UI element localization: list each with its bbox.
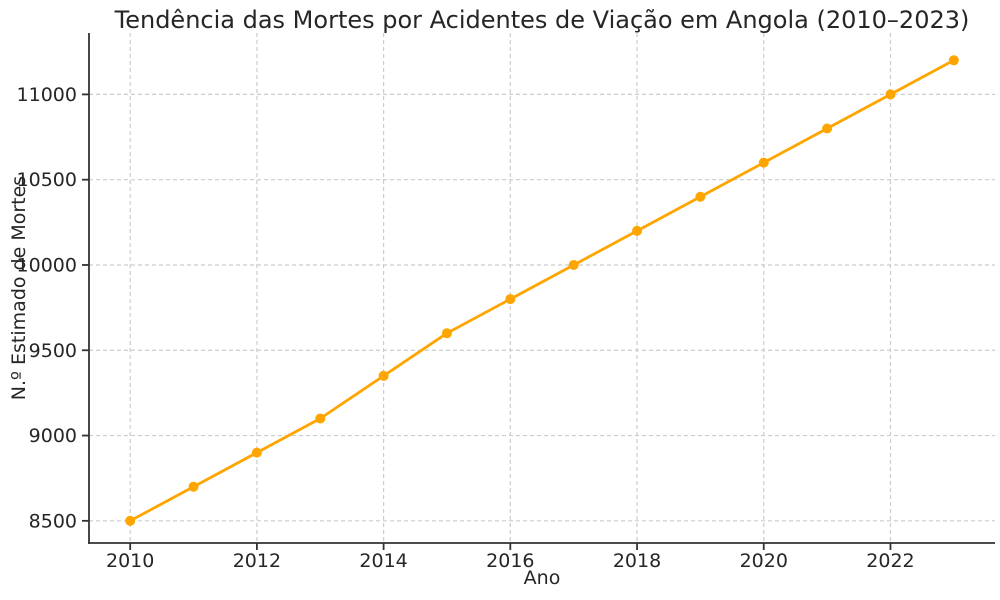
data-point bbox=[758, 157, 769, 168]
y-tick-label: 10500 bbox=[17, 169, 77, 191]
trend-line bbox=[128, 58, 956, 523]
data-point bbox=[188, 481, 199, 492]
y-tick-label: 9500 bbox=[29, 340, 77, 362]
x-tick-label: 2016 bbox=[486, 550, 534, 572]
chart-title: Tendência das Mortes por Acidentes de Vi… bbox=[114, 6, 970, 34]
x-tick-label: 2014 bbox=[359, 550, 407, 572]
data-point bbox=[568, 259, 579, 270]
data-point bbox=[505, 294, 516, 305]
y-tick-label: 9000 bbox=[29, 425, 77, 447]
x-tick-label: 2012 bbox=[233, 550, 281, 572]
data-point bbox=[695, 191, 706, 202]
data-point bbox=[441, 328, 452, 339]
x-axis-title: Ano bbox=[523, 567, 561, 589]
data-point bbox=[632, 225, 643, 236]
data-point bbox=[315, 413, 326, 424]
data-point bbox=[378, 370, 389, 381]
data-point bbox=[125, 515, 136, 526]
y-tick-label: 8500 bbox=[29, 510, 77, 532]
x-tick-label: 2018 bbox=[613, 550, 661, 572]
data-point bbox=[251, 447, 262, 458]
data-point bbox=[822, 123, 833, 134]
x-tick-label: 2010 bbox=[106, 550, 154, 572]
data-point bbox=[948, 55, 959, 66]
x-tick-label: 2022 bbox=[866, 550, 914, 572]
x-tick-label: 2020 bbox=[740, 550, 788, 572]
y-axis-title: N.º Estimado de Mortes bbox=[8, 175, 30, 401]
data-point bbox=[885, 89, 896, 100]
y-tick-label: 10000 bbox=[17, 254, 77, 276]
y-tick-label: 11000 bbox=[17, 84, 77, 106]
